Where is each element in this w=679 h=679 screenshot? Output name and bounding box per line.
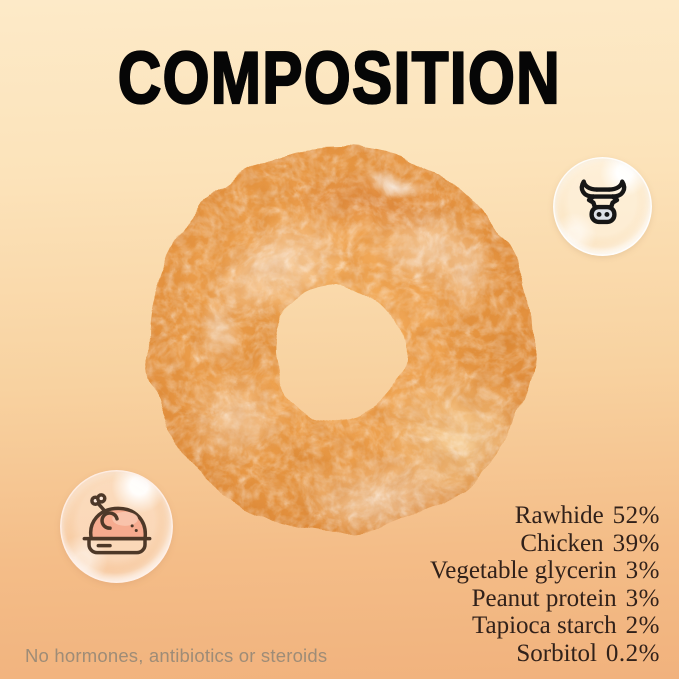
beef-badge (553, 157, 652, 256)
ingredient-name: Peanut protein (471, 584, 617, 612)
ingredient-name: Sorbitol (516, 639, 597, 667)
roast-chicken-icon (82, 492, 151, 554)
composition-row: Tapioca starch 2% (472, 612, 660, 640)
ingredient-value: 3% (625, 584, 660, 612)
ingredient-value: 39% (612, 529, 660, 557)
disclaimer-text: No hormones, antibiotics or steroids (25, 645, 328, 666)
ingredient-value: 3% (625, 557, 660, 584)
composition-row: Rawhide 52% (515, 502, 660, 530)
poultry-badge (60, 470, 173, 583)
page-title: COMPOSITION (117, 36, 562, 120)
ingredient-name: Vegetable glycerin (429, 557, 617, 584)
rawhide-donut-image (147, 147, 534, 533)
composition-row: Peanut protein 3% (472, 585, 660, 613)
ingredient-name: Rawhide (514, 502, 604, 529)
bull-icon (579, 178, 626, 224)
ingredient-value: 52% (612, 502, 660, 529)
ingredient-value: 2% (625, 612, 660, 639)
composition-row: Vegetable glycerin 3% (430, 557, 660, 585)
ingredient-name: Chicken (520, 529, 604, 557)
composition-row: Chicken 39% (520, 530, 660, 558)
composition-list: Rawhide 52% Chicken 39% Vegetable glycer… (430, 502, 660, 667)
product-image-donut-treat (130, 128, 550, 548)
composition-row: Sorbitol 0.2% (516, 640, 660, 668)
ingredient-value: 0.2% (605, 639, 660, 667)
ingredient-name: Tapioca starch (471, 612, 617, 639)
